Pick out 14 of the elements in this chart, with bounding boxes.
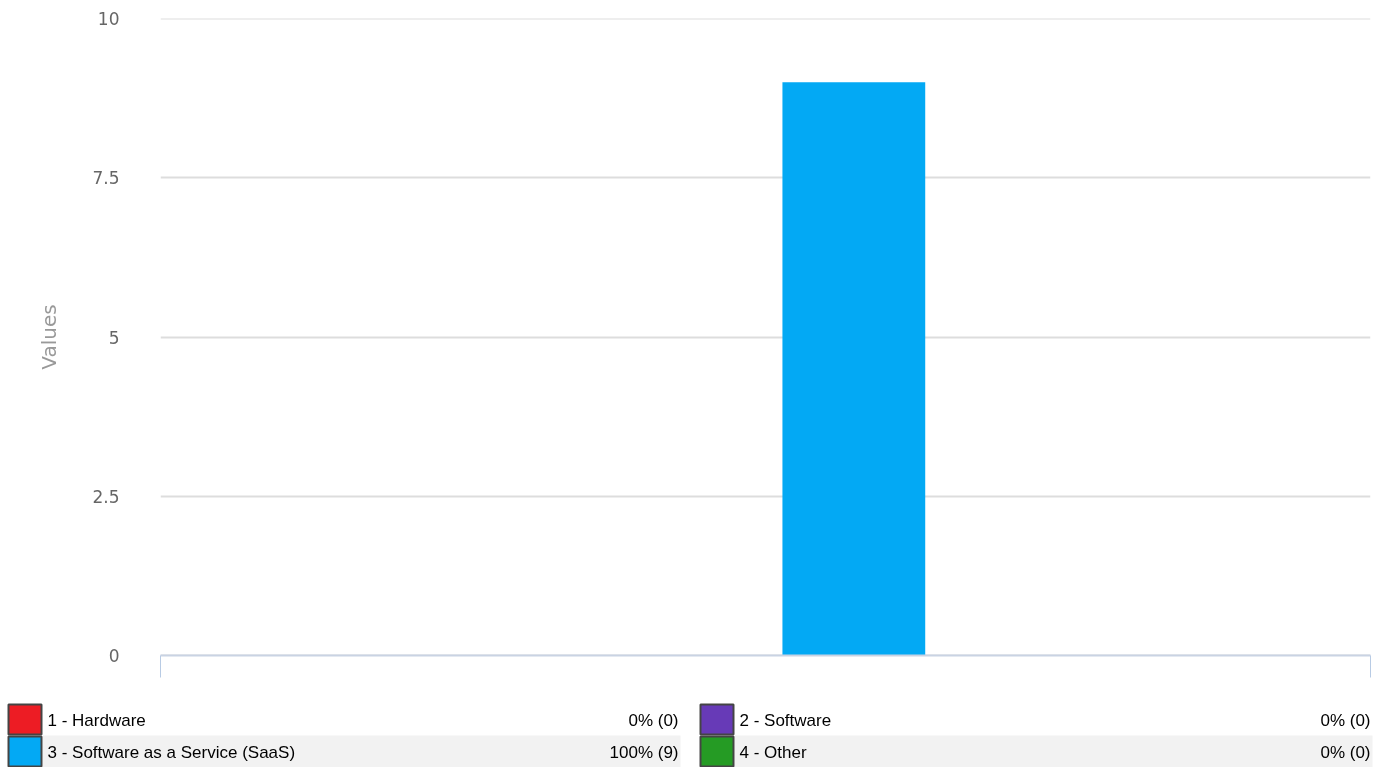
y-tick-label: 10	[97, 9, 120, 29]
text: 100% (9)	[609, 743, 679, 762]
y-tick-label: 2.5	[92, 486, 120, 507]
legend-label: 3 - Software as a Service (SaaS)	[47, 743, 296, 762]
y-tick-label: 5	[108, 327, 120, 348]
legend-label: 2 - Software	[739, 711, 832, 730]
y-tick-label: 0	[108, 646, 120, 666]
y-axis-title: Values	[37, 304, 62, 370]
legend-label: 1 - Hardware	[47, 711, 146, 730]
legend-label: 4 - Other	[739, 743, 807, 762]
text: 0% (0)	[628, 711, 679, 730]
text: 0% (0)	[1320, 743, 1371, 762]
y-tick-label: 7.5	[92, 168, 120, 189]
text: 0% (0)	[1320, 711, 1371, 730]
